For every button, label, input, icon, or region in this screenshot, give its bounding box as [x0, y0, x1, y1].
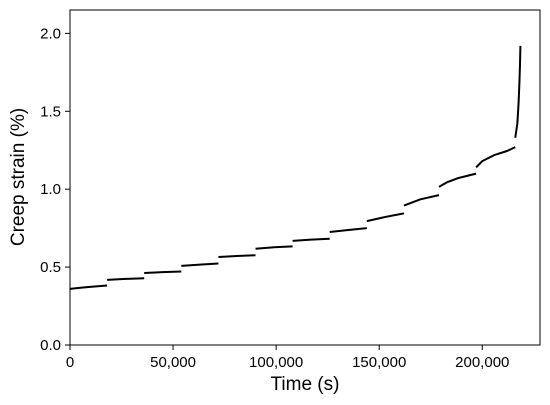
x-tick-label: 100,000 — [249, 354, 303, 371]
y-tick-label: 0.0 — [40, 337, 61, 354]
creep-curve-segment — [218, 254, 256, 258]
creep-curve-segment — [329, 227, 367, 234]
x-tick-label: 0 — [66, 354, 74, 371]
x-axis-ticks: 0 50,000 100,000 150,000 200,000 — [66, 345, 509, 371]
creep-curve-segment — [292, 237, 330, 242]
x-axis-title: Time (s) — [271, 374, 340, 395]
creep-curve-segment — [181, 262, 219, 267]
creep-curve-segment — [438, 172, 477, 188]
creep-curve-segment — [69, 284, 108, 290]
creep-curve-segment — [514, 45, 522, 138]
x-tick-label: 50,000 — [150, 354, 196, 371]
creep-curve-segment — [107, 277, 145, 281]
y-tick-label: 0.5 — [40, 259, 61, 276]
y-tick-label: 1.5 — [40, 103, 61, 120]
y-axis-ticks: 0.0 0.5 1.0 1.5 2.0 — [40, 25, 70, 354]
y-axis-title: Creep strain (%) — [8, 108, 29, 246]
x-tick-label: 150,000 — [352, 354, 406, 371]
creep-curve-segment — [255, 245, 293, 250]
plot-frame — [69, 9, 541, 346]
creep-curve-segment — [144, 270, 182, 275]
creep-curve-segment — [475, 146, 516, 169]
y-tick-label: 2.0 — [40, 25, 61, 42]
creep-curve-segment — [403, 194, 440, 207]
x-tick-label: 200,000 — [455, 354, 509, 371]
y-tick-label: 1.0 — [40, 181, 61, 198]
creep-strain-series — [69, 45, 522, 290]
creep-curve-segment — [366, 212, 405, 223]
